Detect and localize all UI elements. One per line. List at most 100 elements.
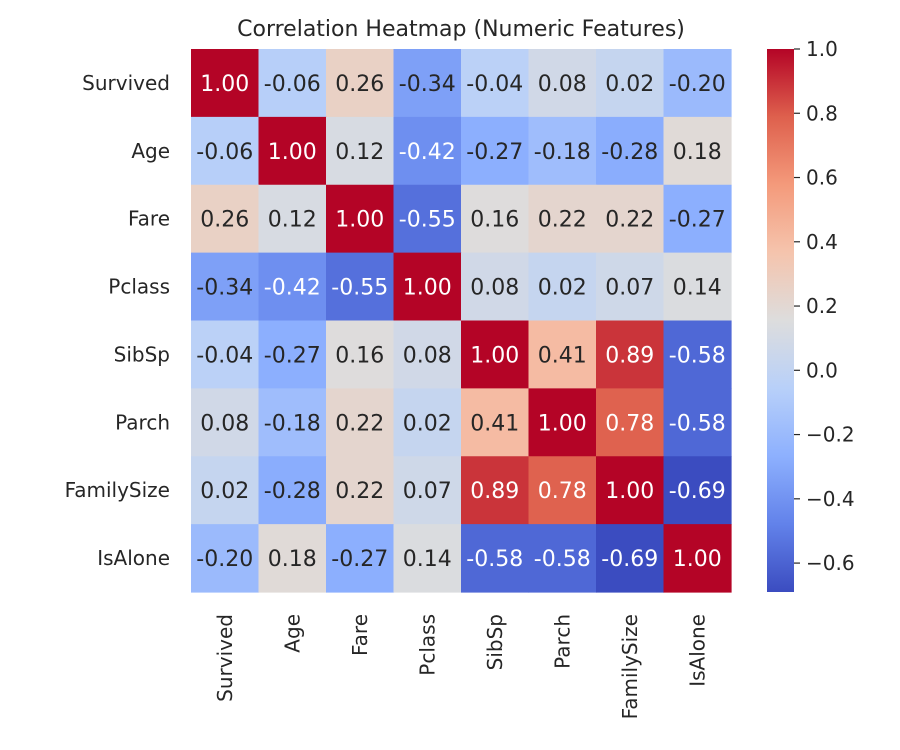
cell-value-label: 0.18 <box>673 140 722 165</box>
heatmap-cell <box>258 116 327 186</box>
heatmap-cell <box>191 252 260 322</box>
row-labels: Survived Age Fare Pclass SibSp Parch FamilySiz… <box>65 71 170 570</box>
row-label: Survived <box>82 71 170 95</box>
column-label: Survived <box>213 614 237 702</box>
heatmap-cell <box>528 524 597 593</box>
cell-value-label: 0.78 <box>538 479 587 504</box>
column-label: Fare <box>348 614 372 656</box>
row-label: Fare <box>128 207 170 231</box>
heatmap-cell <box>528 252 597 322</box>
colorbar-tick-label: −0.4 <box>806 487 855 511</box>
heatmap-cell <box>596 184 665 254</box>
cell-value-label: 0.22 <box>335 479 384 504</box>
cell-value-label: 1.00 <box>538 411 587 436</box>
cell-value-label: -0.04 <box>196 343 253 368</box>
cell-value-label: -0.20 <box>196 547 253 572</box>
cell-value-label: 1.00 <box>268 140 317 165</box>
heatmap-cell <box>663 456 732 525</box>
cell-value-label: -0.27 <box>331 547 388 572</box>
heatmap-cell <box>191 456 260 525</box>
heatmap-cell <box>596 116 665 186</box>
cell-value-label: -0.58 <box>534 547 591 572</box>
cell-value-label: 1.00 <box>200 72 249 97</box>
heatmap-cell <box>191 524 260 593</box>
heatmap-cell <box>326 252 395 322</box>
cell-value-label: -0.20 <box>669 72 726 97</box>
heatmap-cell <box>596 456 665 525</box>
cell-value-label: -0.69 <box>601 547 658 572</box>
cell-value-label: -0.27 <box>466 140 523 165</box>
heatmap-cell <box>393 252 462 322</box>
heatmap-cell <box>663 49 732 118</box>
heatmap-cell <box>326 456 395 525</box>
column-labels: Survived Age Fare Pclass SibSp Parch FamilySiz… <box>213 614 710 719</box>
heatmap-cell <box>461 184 530 254</box>
heatmap-cell <box>258 252 327 322</box>
heatmap-cell <box>461 252 530 322</box>
heatmap-cell <box>258 320 327 389</box>
cell-value-label: 0.89 <box>605 343 654 368</box>
heatmap-cell <box>326 524 395 593</box>
heatmap-cell <box>461 524 530 593</box>
column-label: IsAlone <box>685 614 709 687</box>
heatmap-cell <box>596 388 665 457</box>
heatmap-cell <box>393 320 462 389</box>
cell-value-label: 1.00 <box>335 208 384 233</box>
heatmap-cell <box>528 184 597 254</box>
heatmap-cell <box>393 116 462 186</box>
heatmap-cell <box>393 524 462 593</box>
heatmap-cell <box>596 320 665 389</box>
row-label: FamilySize <box>65 478 170 502</box>
heatmap-cell <box>393 49 462 118</box>
cell-value-label: -0.58 <box>466 547 523 572</box>
heatmap-cell <box>191 49 260 118</box>
column-label: FamilySize <box>618 614 642 719</box>
heatmap-cell <box>258 184 327 254</box>
heatmap-cell <box>326 116 395 186</box>
cell-value-label: -0.06 <box>264 72 321 97</box>
heatmap-cell <box>191 320 260 389</box>
cell-value-label: 0.08 <box>200 411 249 436</box>
heatmap-cell <box>326 184 395 254</box>
heatmap-cell <box>528 456 597 525</box>
cell-value-label: 0.89 <box>470 479 519 504</box>
colorbar: 1.0 0.8 0.6 0.4 0.2 0.0 −0.2 −0.4 −0.6 <box>767 37 855 592</box>
cell-value-label: -0.06 <box>196 140 253 165</box>
cell-value-label: 1.00 <box>470 343 519 368</box>
cell-value-label: 0.07 <box>605 276 654 301</box>
cell-value-label: 0.08 <box>470 276 519 301</box>
heatmap-cell <box>528 116 597 186</box>
cell-value-label: -0.55 <box>399 208 456 233</box>
cell-value-label: 0.02 <box>403 411 452 436</box>
heatmap-cells <box>191 49 732 593</box>
column-label: SibSp <box>483 614 507 670</box>
heatmap-cell <box>393 184 462 254</box>
cell-value-label: -0.58 <box>669 343 726 368</box>
cell-value-label: -0.34 <box>196 276 253 301</box>
cell-value-label: 0.07 <box>403 479 452 504</box>
colorbar-tick-label: −0.6 <box>806 551 855 575</box>
cell-value-label: 0.12 <box>268 208 317 233</box>
heatmap-cell <box>393 456 462 525</box>
cell-value-label: -0.55 <box>331 276 388 301</box>
row-label: IsAlone <box>97 546 170 570</box>
heatmap-cell <box>528 320 597 389</box>
cell-value-label: 0.18 <box>268 547 317 572</box>
cell-value-label: 0.26 <box>200 208 249 233</box>
cell-value-label: -0.58 <box>669 411 726 436</box>
cell-value-label: 0.22 <box>605 208 654 233</box>
colorbar-tick-label: −0.2 <box>806 423 855 447</box>
cell-value-label: 1.00 <box>403 276 452 301</box>
colorbar-tick-label: 0.6 <box>806 166 838 190</box>
cell-value-label: 0.08 <box>403 343 452 368</box>
row-label: SibSp <box>114 342 170 366</box>
colorbar-tick-label: 0.4 <box>806 230 838 254</box>
cell-value-label: 1.00 <box>605 479 654 504</box>
cell-value-label: 0.22 <box>538 208 587 233</box>
heatmap-cell <box>663 524 732 593</box>
heatmap-cell <box>326 320 395 389</box>
heatmap-cell <box>663 184 732 254</box>
cell-value-label: 0.26 <box>335 72 384 97</box>
column-label: Parch <box>550 614 574 669</box>
heatmap-cell <box>663 116 732 186</box>
